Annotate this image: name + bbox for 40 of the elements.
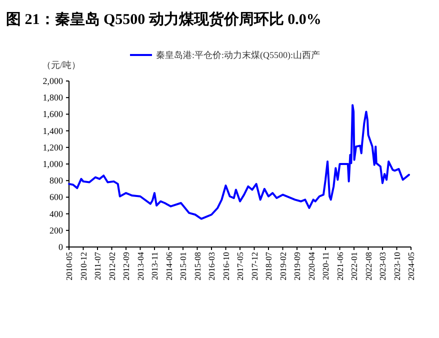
y-axis-title: （元/吨） xyxy=(42,60,81,70)
x-tick-label: 2020-04 xyxy=(306,251,316,280)
y-tick-label: 1,000 xyxy=(42,159,64,169)
y-tick-label: 600 xyxy=(50,192,64,202)
y-tick-label: 1,400 xyxy=(42,126,64,136)
y-tick-label: 2,000 xyxy=(42,76,64,86)
y-tick-label: 0 xyxy=(58,242,64,252)
x-tick-label: 2013-11 xyxy=(150,252,160,280)
y-tick-label: 1,800 xyxy=(42,92,64,103)
x-tick-label: 2023-03 xyxy=(378,252,388,280)
x-tick-label: 2017-05 xyxy=(235,252,245,280)
x-tick-label: 2022-08 xyxy=(363,252,374,280)
x-tick-label: 2014-06 xyxy=(164,252,174,280)
x-tick-label: 2016-10 xyxy=(220,252,231,280)
y-tick-label: 400 xyxy=(50,208,64,219)
x-tick-label: 2016-03 xyxy=(206,252,216,280)
x-tick-label: 2024-05 xyxy=(406,252,416,280)
x-tick-label: 2020-11 xyxy=(320,252,330,280)
y-tick-label: 800 xyxy=(50,176,64,186)
x-tick-label: 2011-07 xyxy=(92,252,102,280)
x-tick-label: 2012-02 xyxy=(106,252,117,280)
x-tick-label: 2018-07 xyxy=(264,252,274,280)
y-tick-label: 200 xyxy=(50,225,64,236)
x-tick-label: 2021-06 xyxy=(334,252,345,280)
chart-title: 图 21：秦皇岛 Q5500 动力煤现货价周环比 0.0% xyxy=(6,11,322,28)
x-tick-label: 2022-01 xyxy=(349,252,359,280)
x-tick-label: 2015-01 xyxy=(178,252,188,280)
legend-label: 秦皇岛港:平仓价:动力末煤(Q5500):山西产 xyxy=(156,50,320,60)
x-tick-label: 2010-12 xyxy=(78,252,88,280)
x-tick-label: 2013-04 xyxy=(135,251,146,280)
x-tick-label: 2010-05 xyxy=(64,252,74,280)
x-tick-label: 2023-10 xyxy=(392,252,402,280)
x-tick-label: 2015-08 xyxy=(192,252,202,280)
x-tick-label: 2019-09 xyxy=(292,252,302,280)
x-tick-label: 2017-12 xyxy=(249,252,260,280)
y-tick-label: 1,200 xyxy=(42,142,64,152)
y-tick-label: 1,600 xyxy=(42,109,64,120)
x-tick-label: 2012-09 xyxy=(121,252,131,280)
line-series xyxy=(68,104,410,220)
x-tick-label: 2019-02 xyxy=(278,252,288,280)
